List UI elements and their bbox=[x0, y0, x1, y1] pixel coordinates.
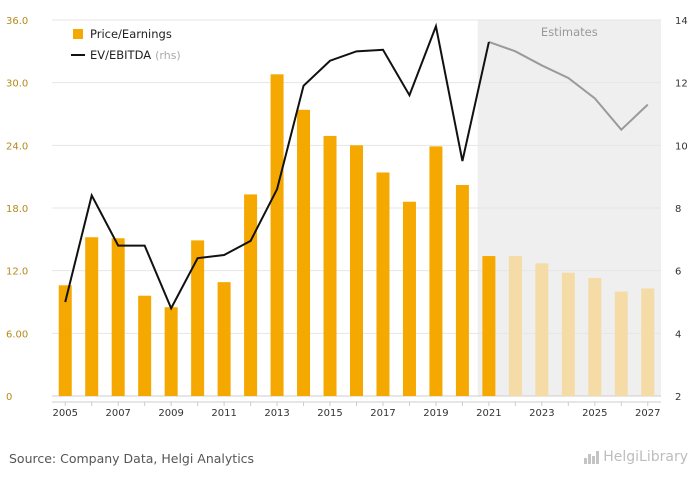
legend-label-ev-ebitda: EV/EBITDA (rhs) bbox=[90, 48, 181, 62]
x-tick-label: 2025 bbox=[582, 408, 607, 419]
bar bbox=[350, 145, 363, 396]
left-tick-label: 30.0 bbox=[6, 79, 28, 90]
left-tick-label: 36.0 bbox=[6, 16, 28, 27]
left-tick-label: 24.0 bbox=[6, 141, 28, 152]
right-tick-label: 14 bbox=[675, 16, 688, 27]
left-tick-label: 6.00 bbox=[6, 329, 28, 340]
bar bbox=[270, 74, 284, 397]
bar bbox=[217, 282, 231, 396]
bar-series bbox=[58, 74, 655, 397]
x-tick-label: 2021 bbox=[476, 408, 501, 419]
x-tick-label: 2009 bbox=[158, 408, 183, 419]
right-tick-label: 10 bbox=[675, 141, 688, 152]
brand-name: HelgiLibrary bbox=[603, 449, 688, 465]
right-tick-label: 2 bbox=[675, 392, 681, 403]
x-axis: 2005 2007 2009 2011 2013 2015 2017 2019 2021 2023… bbox=[52, 401, 661, 419]
bar bbox=[455, 185, 469, 396]
bar bbox=[561, 272, 575, 396]
bar bbox=[297, 109, 311, 397]
left-tick-label: 0 bbox=[6, 392, 12, 403]
bar bbox=[244, 194, 258, 396]
left-tick-label: 18.0 bbox=[6, 204, 28, 215]
x-tick-label: 2007 bbox=[105, 408, 130, 419]
bar bbox=[191, 240, 205, 396]
bar bbox=[58, 285, 72, 396]
legend-label-price-earnings: Price/Earnings bbox=[90, 27, 172, 41]
left-tick-label: 12.0 bbox=[6, 267, 28, 278]
bar bbox=[641, 288, 655, 396]
line-series-estimate bbox=[488, 40, 649, 132]
bar bbox=[164, 307, 178, 396]
bar bbox=[508, 256, 522, 396]
x-tick-label: 2019 bbox=[423, 408, 448, 419]
line-series bbox=[64, 22, 649, 311]
right-tick-label: 4 bbox=[675, 329, 681, 340]
bar bbox=[111, 238, 125, 396]
source-note: Source: Company Data, Helgi Analytics bbox=[9, 451, 255, 466]
x-tick-label: 2005 bbox=[53, 408, 78, 419]
right-tick-label: 6 bbox=[675, 267, 681, 278]
bar bbox=[376, 172, 390, 396]
x-tick-label: 2027 bbox=[635, 408, 660, 419]
bar bbox=[323, 135, 337, 396]
brand-bars-icon bbox=[584, 450, 600, 464]
bar bbox=[588, 277, 602, 396]
bar bbox=[138, 295, 152, 396]
x-tick-label: 2013 bbox=[264, 408, 289, 419]
bar bbox=[482, 256, 496, 396]
bar bbox=[85, 237, 99, 396]
chart: 0 6.00 12.0 18.0 24.0 30.0 36.0 2 4 6 8 10 12 14 200… bbox=[6, 16, 688, 419]
right-tick-label: 12 bbox=[675, 79, 688, 90]
x-tick-label: 2023 bbox=[529, 408, 554, 419]
x-tick-label: 2017 bbox=[370, 408, 395, 419]
right-axis: 2 4 6 8 10 12 14 bbox=[675, 16, 688, 403]
legend-swatch-price-earnings bbox=[73, 29, 83, 39]
bar bbox=[429, 146, 443, 396]
line-series-actual bbox=[64, 22, 490, 311]
bar bbox=[402, 201, 416, 396]
bar bbox=[535, 263, 549, 396]
bar bbox=[614, 291, 628, 396]
left-axis: 0 6.00 12.0 18.0 24.0 30.0 36.0 bbox=[6, 16, 28, 403]
x-tick-label: 2015 bbox=[317, 408, 342, 419]
legend: Price/Earnings EV/EBITDA (rhs) bbox=[71, 27, 181, 62]
x-tick-label: 2011 bbox=[211, 408, 236, 419]
brand-logo: HelgiLibrary bbox=[584, 449, 688, 465]
right-tick-label: 8 bbox=[675, 204, 681, 215]
estimates-label: Estimates bbox=[541, 25, 598, 39]
